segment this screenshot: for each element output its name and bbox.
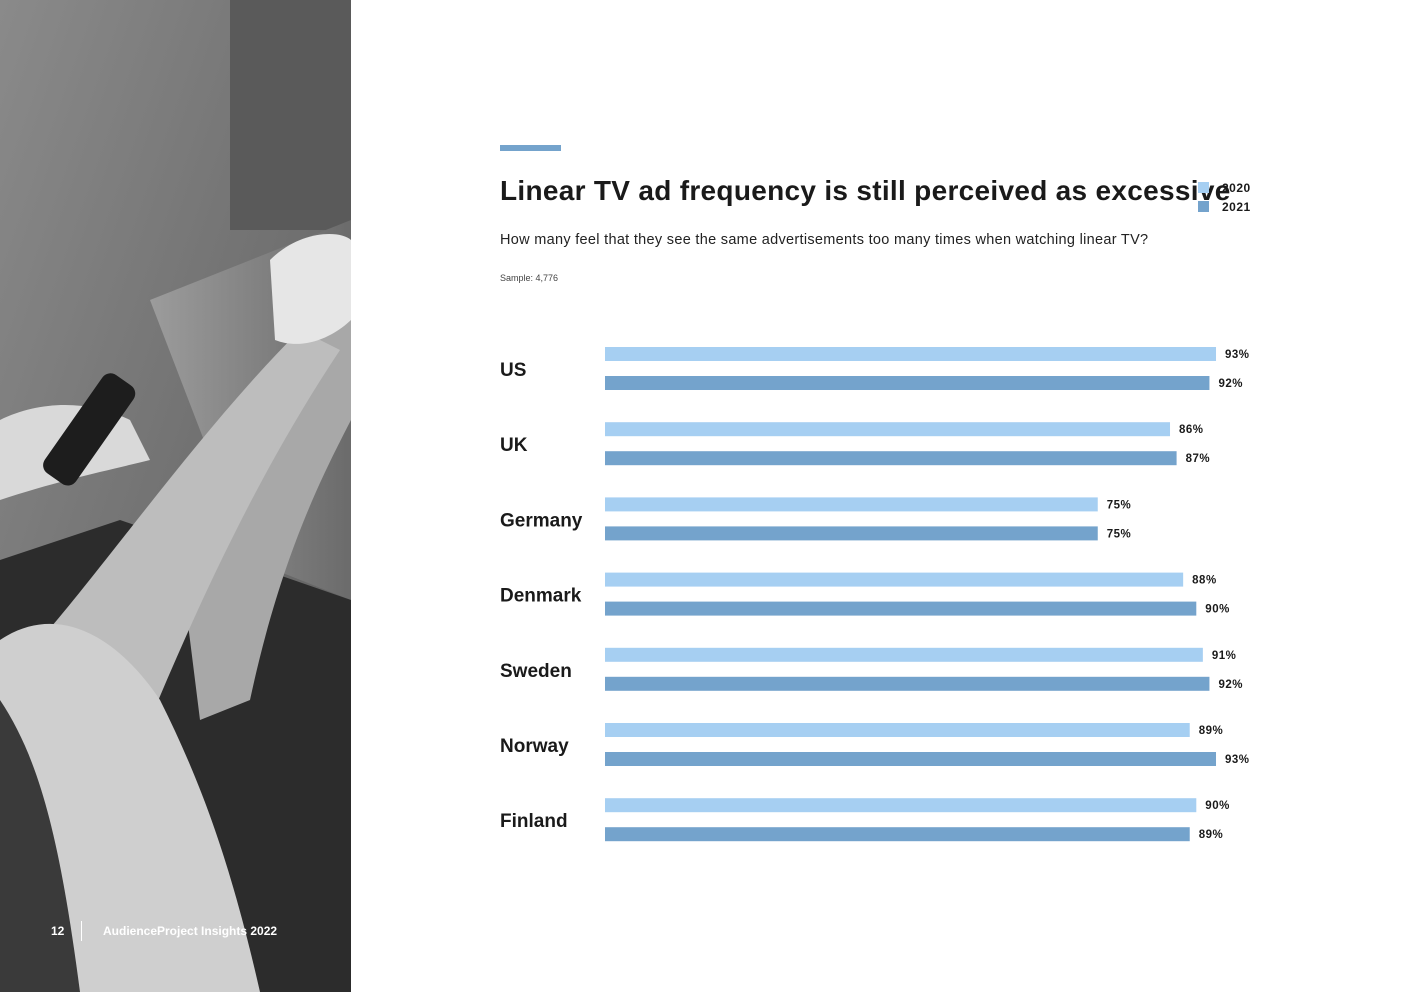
legend-swatch-2020 [1198,182,1209,193]
category-label: Denmark [500,586,582,607]
bar-2021-finland [605,827,1190,842]
chart-subtitle: How many feel that they see the same adv… [500,232,1149,248]
footer-divider [81,921,82,941]
value-label: 93% [1225,754,1250,766]
category-label: UK [500,435,528,456]
bar-2020-norway [605,723,1190,737]
legend-label-2021: 2021 [1222,199,1251,214]
bar-2021-sweden [605,676,1210,691]
bar-2021-germany [605,526,1098,541]
value-label: 75% [1107,499,1132,511]
chart-title: Linear TV ad frequency is still perceive… [500,175,1231,206]
category-label: Norway [500,736,569,757]
value-label: 90% [1205,604,1230,616]
sample-size: Sample: 4,776 [500,273,559,283]
bar-2020-finland [605,798,1197,813]
bar-2020-germany [605,497,1098,512]
bar-2020-sweden [605,647,1203,662]
photo-illustration [0,0,351,992]
value-label: 87% [1186,453,1211,465]
value-label: 88% [1192,575,1217,587]
legend-item-2020: 2020 [1198,178,1251,197]
accent-bar [500,145,561,151]
bar-2020-denmark [605,572,1184,587]
value-label: 93% [1225,349,1250,361]
value-label: 75% [1107,528,1132,540]
bar-2020-us [605,347,1217,361]
bar-2021-uk [605,451,1177,466]
category-label: US [500,360,526,381]
category-label: Germany [500,510,583,531]
bar-2020-uk [605,422,1171,437]
value-label: 86% [1179,424,1204,436]
value-label: 89% [1199,829,1224,841]
bar-2021-us [605,376,1210,390]
value-label: 92% [1218,378,1243,390]
bar-2021-norway [605,752,1217,766]
legend-swatch-2021 [1198,201,1209,212]
category-label: Finland [500,811,568,832]
bar-2021-denmark [605,601,1197,616]
legend-item-2021: 2021 [1198,197,1251,216]
publication-title: AudienceProject Insights 2022 [103,924,278,938]
value-label: 92% [1218,679,1243,691]
page-number: 12 [51,924,65,938]
legend-label-2020: 2020 [1222,180,1251,195]
value-label: 90% [1205,800,1230,812]
chart-legend: 2020 2021 [1198,178,1251,216]
cover-photo [0,0,351,992]
value-label: 91% [1212,650,1237,662]
category-label: Sweden [500,661,572,682]
value-label: 89% [1199,725,1224,737]
